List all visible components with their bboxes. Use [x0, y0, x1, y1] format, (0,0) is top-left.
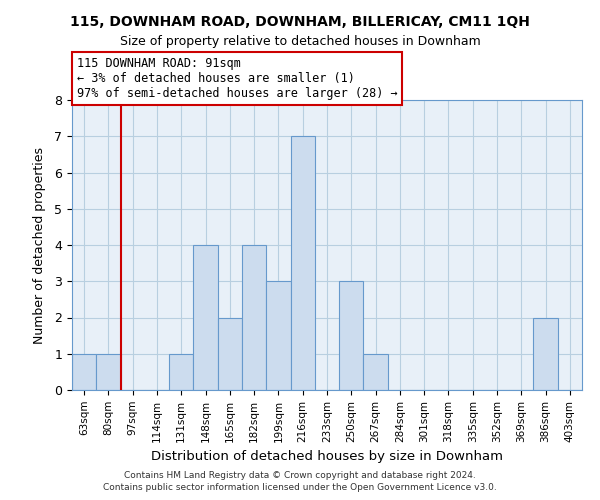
Bar — [96, 354, 121, 390]
Text: Contains HM Land Registry data © Crown copyright and database right 2024.: Contains HM Land Registry data © Crown c… — [124, 471, 476, 480]
X-axis label: Distribution of detached houses by size in Downham: Distribution of detached houses by size … — [151, 450, 503, 463]
Text: 115, DOWNHAM ROAD, DOWNHAM, BILLERICAY, CM11 1QH: 115, DOWNHAM ROAD, DOWNHAM, BILLERICAY, … — [70, 15, 530, 29]
Y-axis label: Number of detached properties: Number of detached properties — [33, 146, 46, 344]
Bar — [533, 318, 558, 390]
Bar — [339, 281, 364, 390]
Bar — [218, 318, 242, 390]
Text: Contains public sector information licensed under the Open Government Licence v3: Contains public sector information licen… — [103, 484, 497, 492]
Bar — [193, 245, 218, 390]
Bar — [72, 354, 96, 390]
Bar — [266, 281, 290, 390]
Bar — [364, 354, 388, 390]
Text: 115 DOWNHAM ROAD: 91sqm
← 3% of detached houses are smaller (1)
97% of semi-deta: 115 DOWNHAM ROAD: 91sqm ← 3% of detached… — [77, 57, 398, 100]
Bar — [169, 354, 193, 390]
Text: Size of property relative to detached houses in Downham: Size of property relative to detached ho… — [119, 35, 481, 48]
Bar — [290, 136, 315, 390]
Bar — [242, 245, 266, 390]
